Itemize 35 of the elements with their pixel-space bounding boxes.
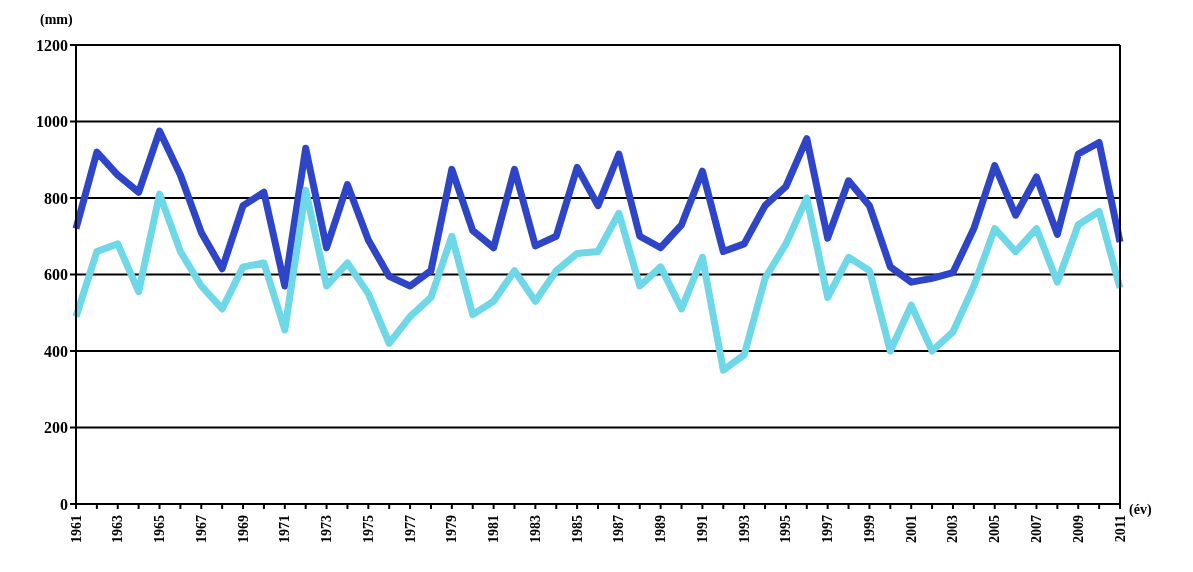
- y-tick-label: 1200: [36, 36, 68, 54]
- x-tick-label: 1975: [360, 515, 376, 543]
- y-tick-label: 600: [44, 266, 68, 284]
- x-tick-label: 1993: [736, 515, 752, 543]
- x-tick-label: 1991: [694, 515, 710, 543]
- y-tick-label: 200: [44, 419, 68, 437]
- x-tick-label: 1979: [444, 515, 460, 543]
- x-tick-label: 1997: [820, 515, 836, 543]
- x-tick-label: 2005: [987, 515, 1003, 543]
- x-tick-label: 1973: [319, 515, 335, 543]
- y-tick-label: 400: [44, 342, 68, 360]
- x-tick-label: 1963: [110, 515, 126, 543]
- x-tick-label: 1989: [653, 515, 669, 543]
- x-tick-label: 1969: [235, 515, 251, 543]
- x-axis-title: (év): [1129, 502, 1152, 518]
- x-tick-label: 1985: [569, 515, 585, 543]
- x-tick-label: 2007: [1028, 515, 1044, 543]
- y-tick-label: 1000: [36, 113, 68, 131]
- x-tick-label: 2009: [1070, 515, 1086, 543]
- x-tick-label: 1981: [486, 515, 502, 543]
- x-tick-label: 1977: [402, 515, 418, 543]
- x-tick-label: 2001: [903, 515, 919, 543]
- x-tick-label: 2003: [945, 515, 961, 543]
- x-tick-label: 1971: [277, 515, 293, 543]
- x-tick-label: 1999: [861, 515, 877, 543]
- y-tick-label: 0: [60, 495, 68, 513]
- x-tick-label: 1965: [152, 515, 168, 543]
- x-tick-label: 1967: [193, 515, 209, 543]
- x-tick-label: 2011: [1112, 515, 1128, 543]
- x-tick-label: 1983: [527, 515, 543, 543]
- x-tick-label: 1961: [68, 515, 84, 543]
- x-tick-label: 1987: [611, 515, 627, 543]
- y-axis-title: (mm): [40, 12, 73, 28]
- y-tick-label: 800: [44, 189, 68, 207]
- x-tick-label: 1995: [778, 515, 794, 543]
